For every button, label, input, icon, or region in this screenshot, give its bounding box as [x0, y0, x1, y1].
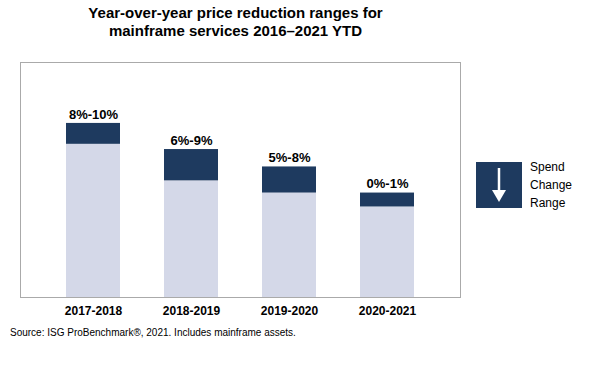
- html-text:Spend Change Range: Spend Change Range: [530, 159, 572, 210]
- svg-text:6%-9%: 6%-9%: [171, 133, 213, 148]
- svg-text:0%-1%: 0%-1%: [367, 176, 409, 191]
- html-text:Year-over-year price reduction: Year-over-year price reduction ranges fo…: [88, 4, 383, 39]
- svg-text:2020-2021: 2020-2021: [359, 304, 417, 318]
- svg-text:2018-2019: 2018-2019: [163, 304, 221, 318]
- svg-text:8%-10%: 8%-10%: [69, 107, 119, 122]
- svg-text:5%-8%: 5%-8%: [269, 150, 311, 165]
- svg-text:2019-2020: 2019-2020: [261, 304, 319, 318]
- svg-text:2017-2018: 2017-2018: [65, 304, 123, 318]
- html-text:Source: ISG ProBenchmark®, 202: Source: ISG ProBenchmark®, 2021. Include…: [10, 327, 296, 338]
